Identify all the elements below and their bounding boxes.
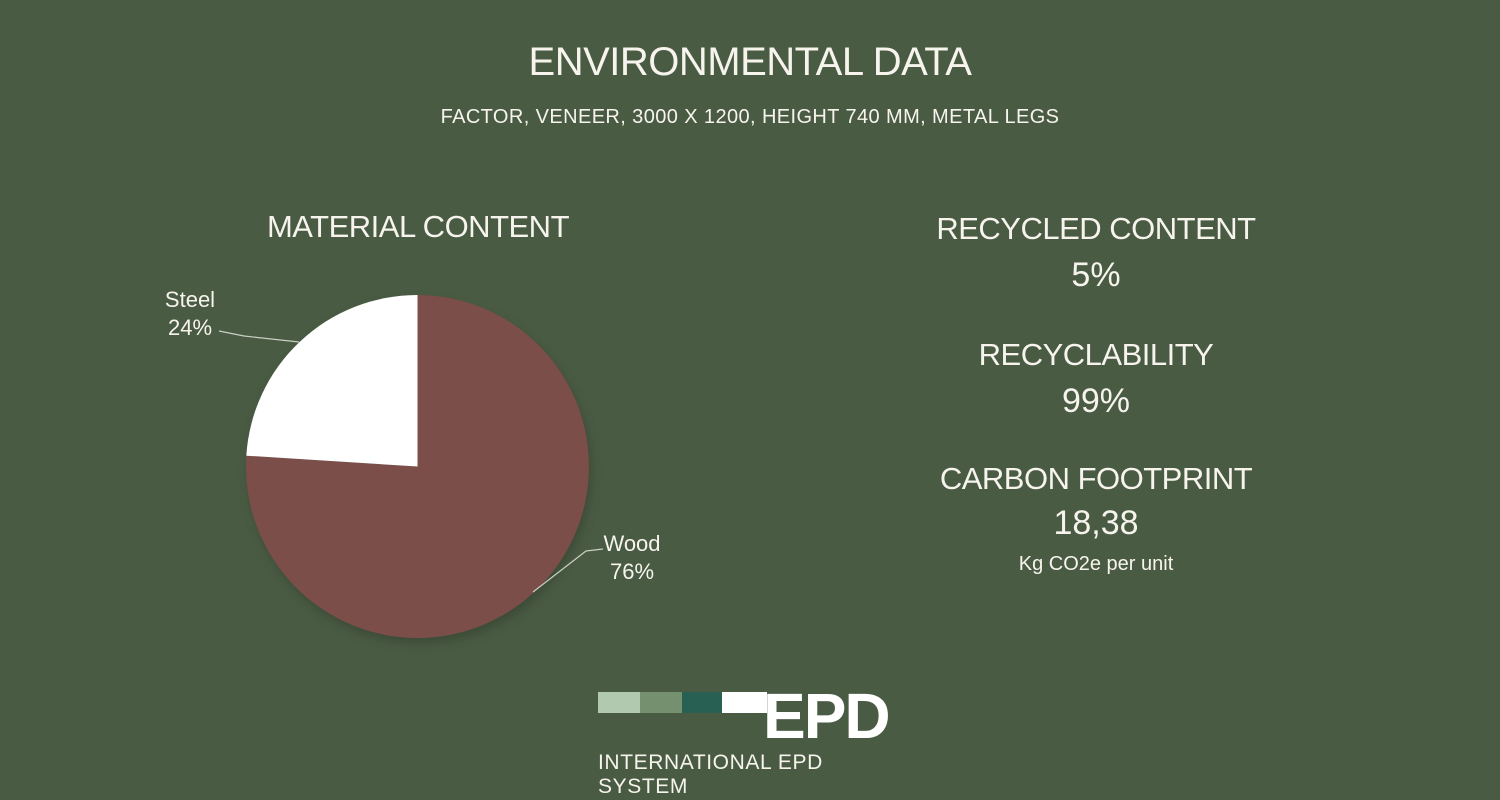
epd-logo-square-dark-icon	[682, 692, 722, 713]
pie-slice-wood	[245, 295, 589, 638]
pie-slices-group	[245, 295, 589, 638]
epd-logo-caption: INTERNATIONAL EPD SYSTEM	[598, 751, 823, 798]
pie-chart-title: MATERIAL CONTENT	[266, 209, 570, 244]
wood-leader-line	[532, 548, 604, 593]
pie-label-wood-name: Wood	[603, 531, 661, 556]
page-title: ENVIRONMENTAL DATA	[528, 40, 972, 84]
carbon-footprint-unit: Kg CO2e per unit	[1018, 553, 1174, 575]
epd-logo-square-medium-icon	[640, 692, 682, 713]
steel-leader-line	[218, 330, 300, 343]
epd-logo-wordmark: EPD	[763, 680, 891, 752]
pie-slice-steel	[246, 295, 418, 467]
pie-label-steel-name: Steel	[164, 287, 216, 312]
epd-logo-squares	[598, 692, 767, 713]
pie-label-steel-pct: 24%	[167, 315, 213, 340]
carbon-footprint-value: 18,38	[1053, 504, 1139, 542]
pie-label-wood-pct: 76%	[609, 559, 655, 584]
page-subtitle: FACTOR, VENEER, 3000 X 1200, HEIGHT 740 …	[440, 106, 1060, 128]
carbon-footprint-label: CARBON FOOTPRINT	[939, 461, 1253, 496]
recyclability-label: RECYCLABILITY	[978, 337, 1214, 372]
recycled-content-value: 5%	[1071, 256, 1121, 294]
epd-logo-square-light-icon	[598, 692, 640, 713]
recyclability-value: 99%	[1061, 382, 1131, 420]
recycled-content-label: RECYCLED CONTENT	[936, 211, 1256, 246]
epd-logo-square-white-icon	[722, 692, 767, 713]
pie-label-wood: Wood 76%	[572, 530, 692, 586]
pie-label-steel: Steel 24%	[130, 286, 250, 342]
